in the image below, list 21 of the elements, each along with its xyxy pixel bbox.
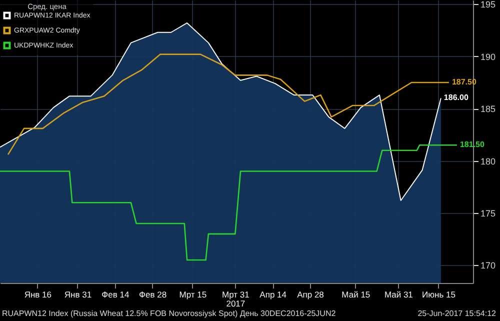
x-tick-label: Май 15 [342, 290, 370, 300]
x-tick-label: Апр 28 [297, 290, 324, 300]
x-tick-label: Апр 14 [260, 290, 287, 300]
x-tick-label: Янв 16 [24, 290, 52, 300]
x-tick-label: Янв 31 [64, 290, 92, 300]
y-tick-label: 170 [480, 260, 496, 271]
x-tick-label: Фев 28 [139, 290, 167, 300]
x-tick-label: Мрт 31 2017 [222, 290, 250, 308]
x-tick-label: Май 31 [384, 290, 414, 300]
y-tick-label: 175 [480, 208, 496, 219]
x-tick-label: Фев 14 [102, 290, 130, 300]
line-series [0, 144, 458, 261]
y-tick-label: 190 [480, 52, 496, 62]
x-tick-label: Мрт 15 [179, 290, 207, 300]
y-tick-label: 185 [480, 104, 496, 114]
text: 25-Jun-2017 15:54:12 [418, 309, 496, 318]
y-tick-label: 180 [480, 156, 496, 166]
data-label: 186.00 [444, 93, 469, 102]
x-tick-label: Июнь 15 [422, 290, 456, 300]
text: RUAPWN12 Index (Russia Wheat 12.5% FOB Novorossiysk Spot) День 30DEC2016-25JUN2 [2, 309, 336, 318]
y-tick-label: 195 [480, 0, 496, 10]
